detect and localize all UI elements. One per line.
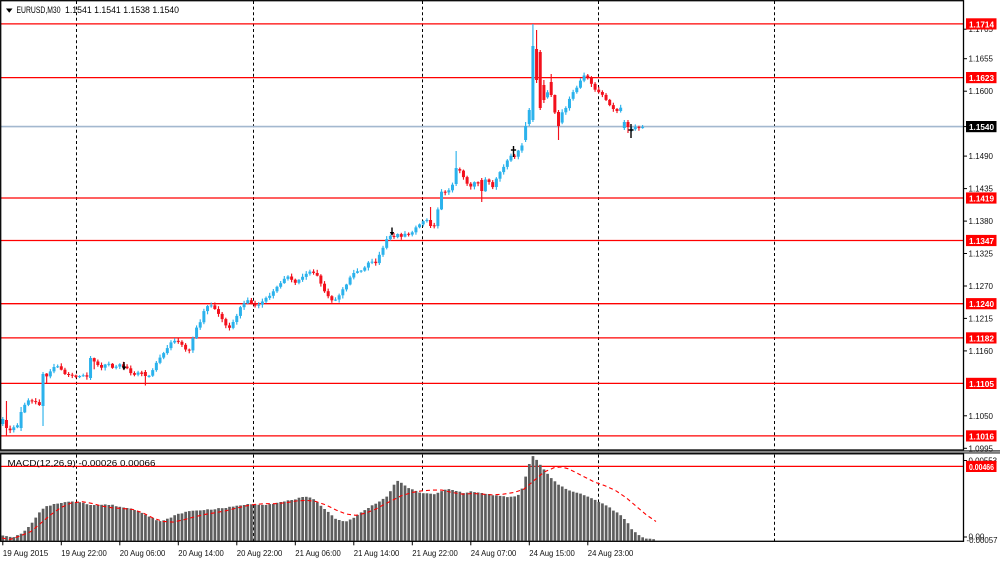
- svg-text:0.00466: 0.00466: [969, 463, 994, 472]
- svg-text:19 Aug 22:00: 19 Aug 22:00: [61, 549, 107, 558]
- svg-text:20 Aug 14:00: 20 Aug 14:00: [178, 549, 224, 558]
- svg-text:1.1270: 1.1270: [969, 282, 994, 291]
- svg-text:24 Aug 23:00: 24 Aug 23:00: [588, 549, 634, 558]
- svg-text:0.00: 0.00: [969, 533, 985, 542]
- svg-text:EURUSD,M30: EURUSD,M30: [17, 5, 61, 15]
- svg-text:19 Aug 2015: 19 Aug 2015: [3, 549, 49, 558]
- svg-text:24 Aug 15:00: 24 Aug 15:00: [529, 549, 575, 558]
- svg-text:1.1655: 1.1655: [969, 55, 994, 64]
- svg-text:1.1380: 1.1380: [969, 217, 994, 226]
- svg-text:1.1705: 1.1705: [969, 25, 994, 34]
- svg-text:1.1714: 1.1714: [969, 20, 994, 29]
- svg-text:1.1435: 1.1435: [969, 185, 994, 194]
- svg-text:1.1160: 1.1160: [969, 347, 994, 356]
- svg-text:-0.00057: -0.00057: [967, 536, 998, 545]
- svg-text:1.1600: 1.1600: [969, 87, 994, 96]
- svg-text:1.1325: 1.1325: [969, 250, 994, 259]
- svg-text:1.1541 1.1541 1.1538 1.1540: 1.1541 1.1541 1.1538 1.1540: [65, 5, 179, 15]
- svg-text:1.1016: 1.1016: [969, 432, 994, 441]
- svg-text:1.1182: 1.1182: [969, 334, 994, 343]
- svg-text:1.1105: 1.1105: [969, 380, 994, 389]
- svg-text:1.1623: 1.1623: [969, 74, 994, 83]
- svg-text:21 Aug 14:00: 21 Aug 14:00: [354, 549, 400, 558]
- svg-text:1.1419: 1.1419: [969, 194, 994, 203]
- svg-text:20 Aug 22:00: 20 Aug 22:00: [237, 549, 283, 558]
- svg-text:1.1240: 1.1240: [969, 300, 994, 309]
- svg-text:21 Aug 06:00: 21 Aug 06:00: [295, 549, 341, 558]
- svg-text:1.1540: 1.1540: [969, 123, 994, 132]
- svg-text:24 Aug 07:00: 24 Aug 07:00: [471, 549, 517, 558]
- svg-text:1.1215: 1.1215: [969, 314, 994, 323]
- svg-text:20 Aug 06:00: 20 Aug 06:00: [120, 549, 166, 558]
- svg-text:21 Aug 22:00: 21 Aug 22:00: [412, 549, 458, 558]
- svg-text:1.1347: 1.1347: [969, 237, 994, 246]
- svg-text:1.1050: 1.1050: [969, 412, 994, 421]
- svg-text:MACD(12,26,9) -0.00026 0.00066: MACD(12,26,9) -0.00026 0.00066: [8, 459, 157, 468]
- svg-text:1.1490: 1.1490: [969, 152, 994, 161]
- svg-text:1.0995: 1.0995: [969, 444, 994, 453]
